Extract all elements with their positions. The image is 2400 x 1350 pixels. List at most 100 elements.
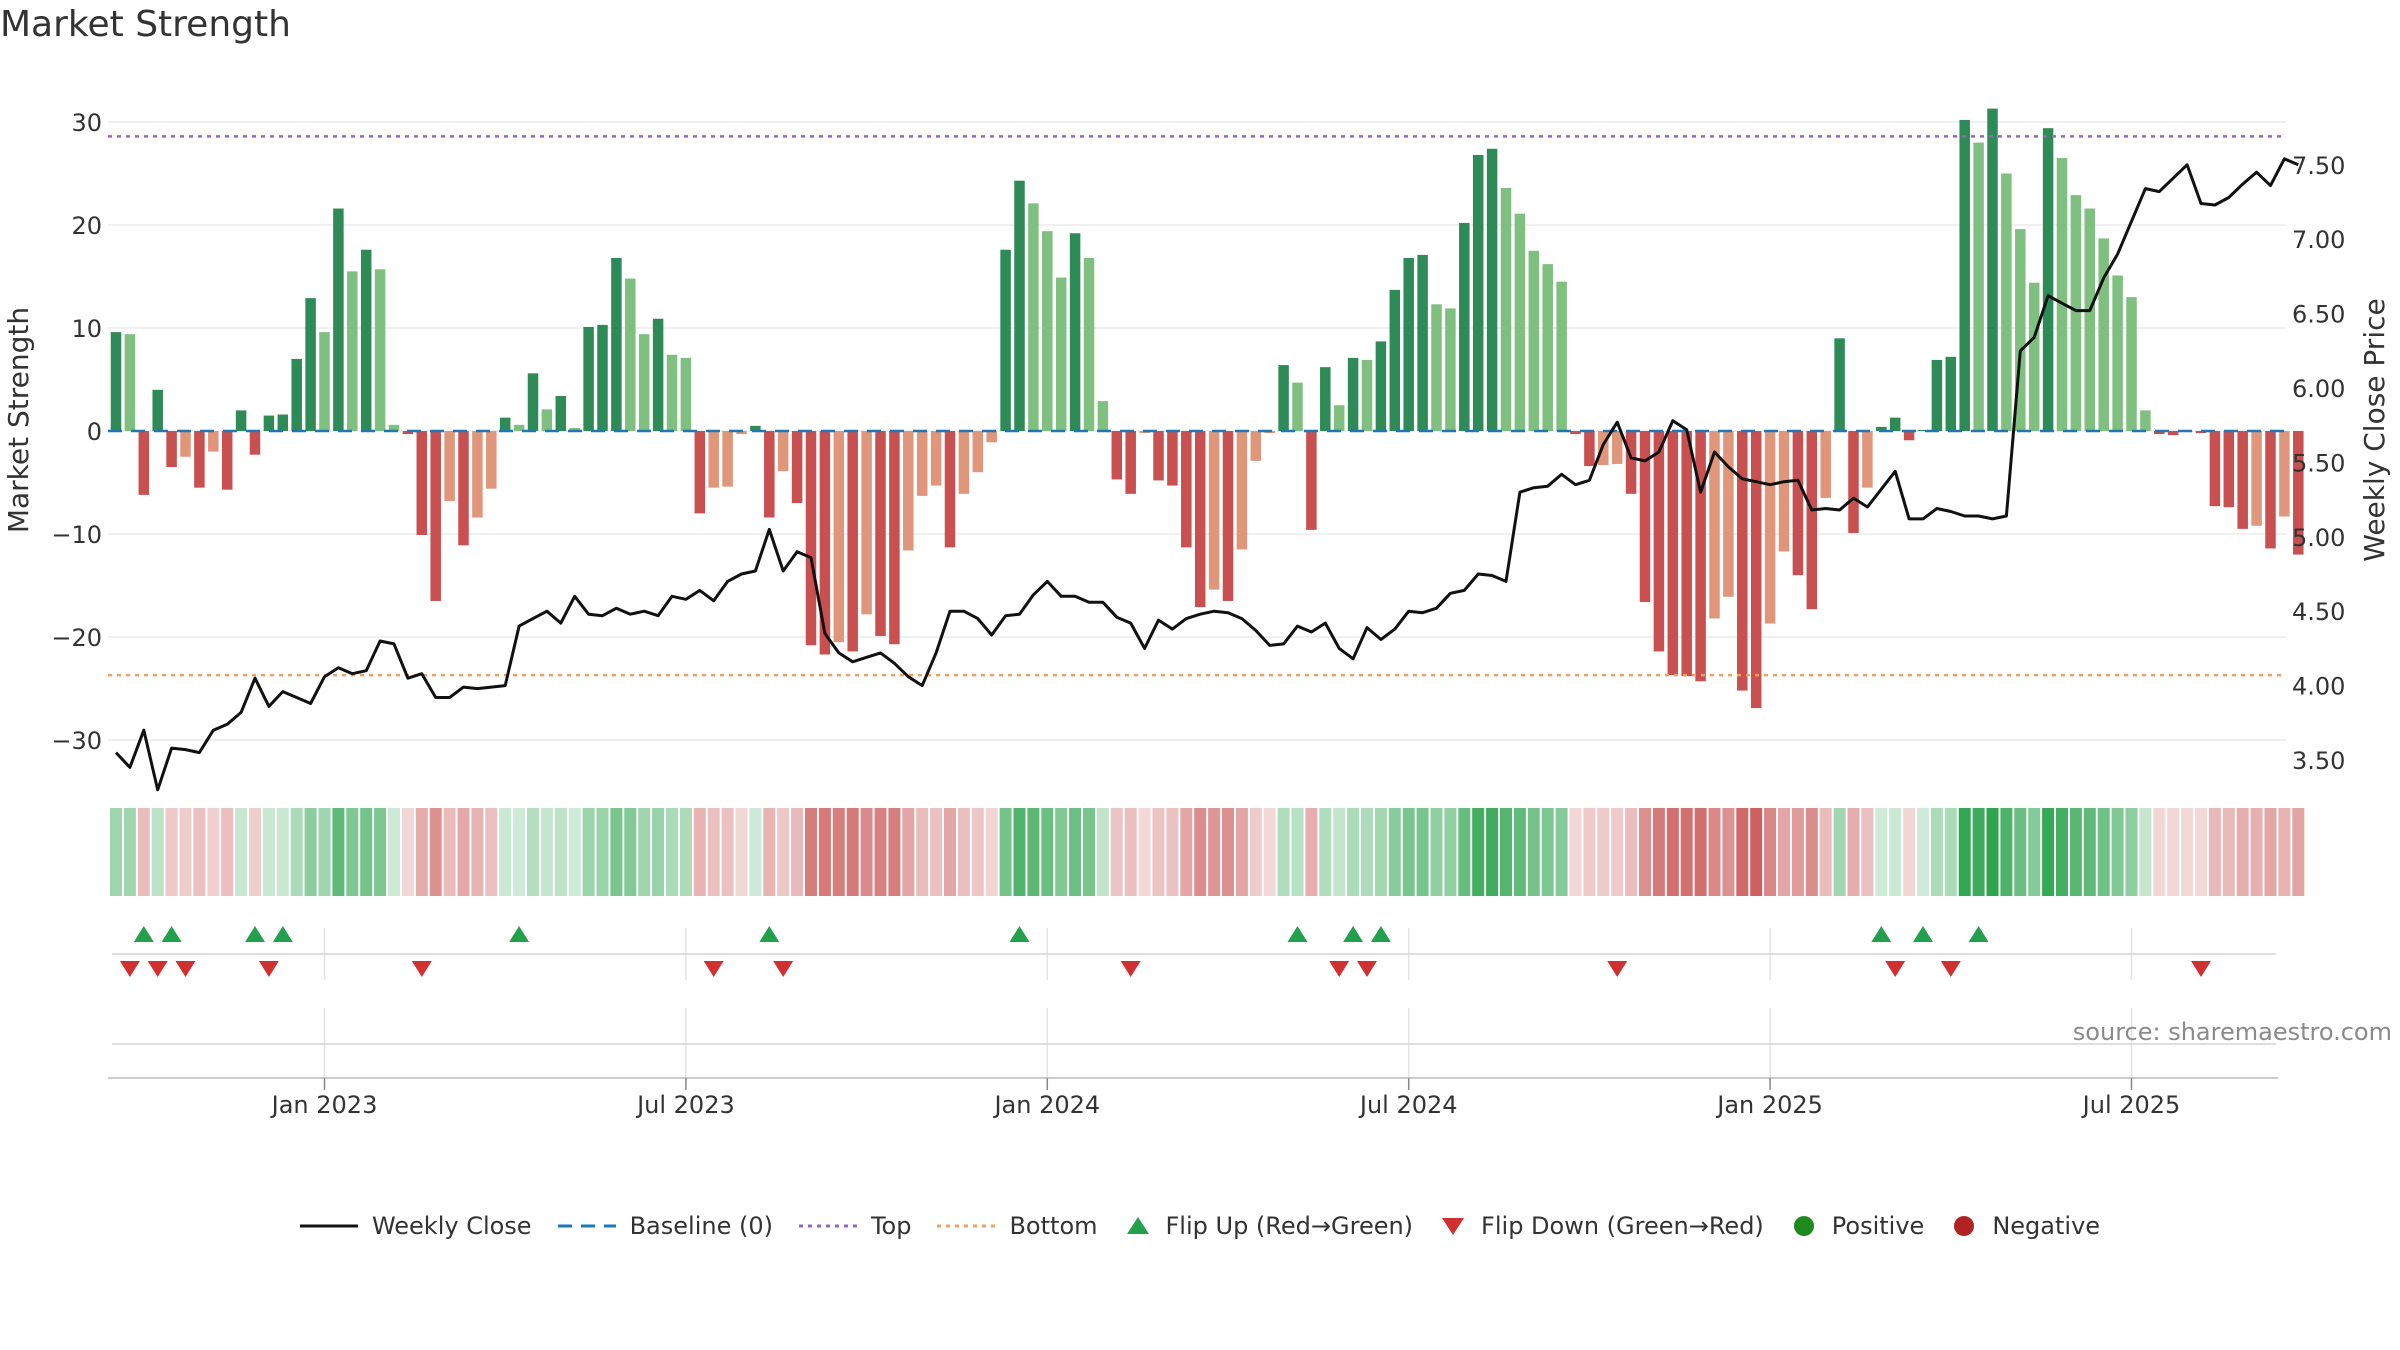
heat-cell — [540, 808, 553, 896]
heat-cell — [1986, 808, 1999, 896]
strength-bar — [2028, 282, 2040, 431]
strength-bar — [1250, 431, 1262, 461]
strength-bar — [138, 431, 150, 495]
heat-cell — [1694, 808, 1707, 896]
flip-up-marker — [1871, 926, 1892, 942]
strength-bar — [791, 431, 803, 504]
x-tick-label: Jan 2025 — [1715, 1091, 1823, 1119]
heat-cell — [429, 808, 442, 896]
heat-cell — [1722, 808, 1735, 896]
heat-cell — [1472, 808, 1485, 896]
strength-bar — [1153, 431, 1164, 481]
y-tick-label-left: −30 — [51, 727, 102, 755]
weekly-close-series — [114, 157, 2299, 792]
heat-cell — [749, 808, 762, 896]
chart-title: Market Strength — [0, 4, 291, 45]
flip-down-marker — [1329, 961, 1350, 977]
strength-bar — [1333, 405, 1345, 431]
strength-bar — [374, 269, 386, 431]
heat-cell — [1458, 808, 1471, 896]
heat-cell — [276, 808, 289, 896]
flip-down-marker — [1940, 961, 1961, 977]
strength-bar — [638, 334, 650, 431]
heat-cell — [582, 808, 595, 896]
heat-cell — [957, 808, 970, 896]
strength-bar — [972, 431, 984, 473]
circle-red-legend-symbol — [1954, 1216, 1975, 1236]
heat-cell — [360, 808, 373, 896]
heat-cell — [2014, 808, 2027, 896]
strength-bar — [861, 431, 872, 615]
strength-bar — [1876, 426, 1887, 431]
legend-circle — [1793, 1216, 1814, 1236]
heat-cell — [262, 808, 275, 896]
heat-cell — [874, 808, 887, 896]
strength-bar — [708, 431, 719, 488]
heat-cell — [1194, 808, 1207, 896]
heat-cell — [1180, 808, 1193, 896]
heat-cell — [2125, 808, 2138, 896]
strength-bar — [1542, 264, 1553, 431]
strength-bar — [541, 409, 553, 431]
x-tick-label: Jul 2023 — [635, 1091, 735, 1119]
strength-bar — [1681, 431, 1692, 677]
heat-cell — [235, 808, 248, 896]
heat-cell — [2000, 808, 2013, 896]
strength-bar — [2279, 431, 2290, 517]
heat-cell — [443, 808, 456, 896]
strength-bar — [499, 417, 511, 431]
heat-cell — [902, 808, 915, 896]
heat-cell — [971, 808, 984, 896]
strength-bar — [1625, 431, 1637, 494]
strength-bar — [1375, 341, 1387, 431]
heat-cell — [985, 808, 998, 896]
x-tick-label: Jan 2023 — [270, 1091, 378, 1119]
strength-bar — [1834, 338, 1845, 431]
heat-cell — [1277, 808, 1290, 896]
heat-cell — [888, 808, 901, 896]
heat-cell — [610, 808, 623, 896]
strength-bar — [805, 431, 817, 646]
heat-cell — [1930, 808, 1943, 896]
heat-cell — [777, 808, 790, 896]
legend-item: Flip Down (Green→Red) — [1439, 1212, 1764, 1240]
strength-bar — [1903, 431, 1915, 441]
strength-bar — [513, 424, 525, 431]
strength-bar — [319, 332, 330, 431]
heat-cell — [1152, 808, 1165, 896]
heat-cell — [832, 808, 845, 896]
strength-bar — [1347, 357, 1359, 431]
strength-bar — [1125, 431, 1136, 494]
strength-bar — [152, 389, 163, 431]
heat-cell — [1486, 808, 1499, 896]
strength-bar — [305, 298, 316, 431]
strength-bar — [1014, 180, 1025, 431]
heat-cell — [930, 808, 943, 896]
heat-cell — [1083, 808, 1095, 896]
legend-item: Baseline (0) — [557, 1212, 773, 1240]
heat-cell — [1847, 808, 1860, 896]
heat-cell — [1972, 808, 1985, 896]
heat-cell — [527, 808, 539, 896]
heat-cell — [999, 808, 1012, 896]
strength-bar — [486, 431, 497, 489]
dot-purple-legend-symbol — [798, 1224, 857, 1228]
legend: Weekly Close Baseline (0) Top Bottom Flip Up… — [0, 1212, 2400, 1240]
strength-bar — [1069, 233, 1081, 431]
heat-cell — [1680, 808, 1693, 896]
strength-bar — [1667, 431, 1679, 676]
strength-bar — [1709, 431, 1720, 619]
strength-bar — [1389, 289, 1401, 431]
flip-down-marker — [773, 961, 794, 977]
flip-up-marker — [1913, 926, 1933, 942]
strength-bar — [2265, 431, 2276, 549]
strength-bar — [2112, 275, 2123, 431]
strength-bar — [666, 354, 678, 431]
legend-label: Top — [870, 1212, 912, 1240]
heat-cell — [1333, 808, 1346, 896]
heat-cell — [916, 808, 929, 896]
heat-cell — [151, 808, 164, 896]
heat-cell — [1249, 808, 1262, 896]
heat-cell — [2111, 808, 2124, 896]
heat-cell — [374, 808, 387, 896]
